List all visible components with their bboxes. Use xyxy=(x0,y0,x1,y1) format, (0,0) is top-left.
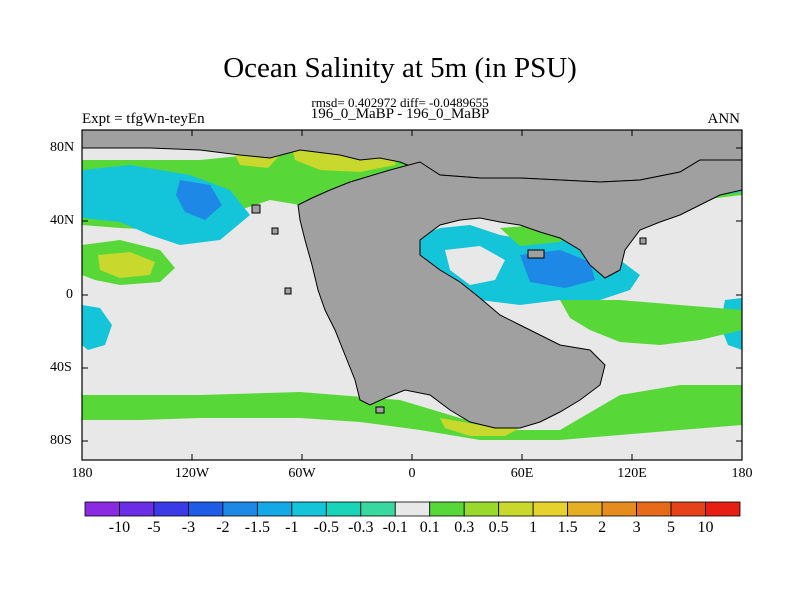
colorbar-label: 0.5 xyxy=(488,519,509,536)
colorbar-label: -1 xyxy=(285,519,299,536)
colorbar-label: -3 xyxy=(181,519,196,536)
colorbar-label: 3 xyxy=(632,519,641,536)
colorbar-swatch xyxy=(153,501,189,517)
colorbar-swatch xyxy=(463,501,500,517)
colorbar-swatch xyxy=(429,501,465,517)
colorbar-swatch xyxy=(84,501,120,517)
colorbar-swatch xyxy=(498,501,534,517)
colorbar-label: -1.5 xyxy=(244,519,271,536)
colorbar-swatch xyxy=(119,501,155,517)
lat-label-80s: 80S xyxy=(50,433,72,448)
colorbar-label: -0.1 xyxy=(382,519,408,536)
salinity-tethys-blue xyxy=(520,250,595,288)
land-island-1 xyxy=(251,204,261,214)
land-island-4 xyxy=(527,249,545,259)
stats-line: rmsd= 0.402972 diff= -0.0489655 xyxy=(311,95,489,110)
colorbar-label: -10 xyxy=(108,519,131,536)
land-island-5 xyxy=(639,237,647,245)
lat-label-0: 0 xyxy=(66,287,73,302)
salinity-south-band xyxy=(82,385,742,440)
salinity-equator-cyan xyxy=(82,305,112,350)
colorbar-label: 1 xyxy=(529,519,538,536)
lon-label-120w: 120W xyxy=(174,466,210,481)
colorbar-swatch xyxy=(291,501,327,517)
land-pangaea xyxy=(297,159,742,429)
plot-title: Ocean Salinity at 5m (in PSU) xyxy=(223,52,577,84)
colorbar-swatch xyxy=(567,501,603,517)
land-island-6 xyxy=(375,406,385,414)
colorbar-swatch xyxy=(532,501,569,517)
colorbar-swatch xyxy=(222,501,258,517)
colorbar-label: 0.3 xyxy=(454,519,475,536)
colorbar-label: 1.5 xyxy=(557,519,578,536)
lon-label-60w: 60W xyxy=(288,466,316,481)
salinity-north-blue xyxy=(176,180,222,220)
land-island-2 xyxy=(271,227,279,235)
salinity-tropical-yellow xyxy=(98,252,155,278)
lat-label-40s: 40S xyxy=(50,360,72,375)
colorbar-label: 5 xyxy=(667,519,676,536)
colorbar-swatch xyxy=(394,501,431,517)
salinity-south-east xyxy=(560,300,742,345)
colorbar xyxy=(84,501,741,517)
colorbar-label: -0.3 xyxy=(348,519,374,536)
lon-ticks xyxy=(191,130,633,460)
experiment-label: Expt = tfgWn-teyEn xyxy=(82,111,205,127)
salinity-tethys-clear xyxy=(445,246,505,285)
land-island-3 xyxy=(284,287,292,295)
season-label: ANN xyxy=(707,111,741,127)
lon-label-180e: 180 xyxy=(731,466,753,481)
map-field xyxy=(82,130,742,460)
lon-label-60e: 60E xyxy=(510,466,534,481)
lon-label-180w: 180 xyxy=(71,466,93,481)
colorbar-label: -0.5 xyxy=(313,519,339,536)
salinity-south-yellow xyxy=(440,418,520,436)
lat-ticks xyxy=(82,147,742,442)
colorbar-swatch xyxy=(601,501,637,517)
colorbar-label: -2 xyxy=(216,519,230,536)
lat-label-40n: 40N xyxy=(50,213,75,228)
colorbar-swatch xyxy=(188,501,224,517)
colorbar-label: 0.1 xyxy=(419,519,440,536)
colorbar-swatch xyxy=(360,501,396,517)
colorbar-swatch xyxy=(705,501,741,517)
colorbar-label: 2 xyxy=(598,519,607,536)
lon-label-0: 0 xyxy=(408,466,416,481)
colorbar-swatch xyxy=(256,501,293,517)
colorbar-swatch xyxy=(636,501,672,517)
colorbar-swatch xyxy=(325,501,362,517)
lon-label-120e: 120E xyxy=(617,466,647,481)
colorbar-swatch xyxy=(670,501,706,517)
colorbar-label: -5 xyxy=(147,519,161,536)
colorbar-label: 10 xyxy=(697,519,714,536)
lat-label-80n: 80N xyxy=(50,140,75,155)
plot-subtitle: 196_0_MaBP - 196_0_MaBP xyxy=(310,106,490,122)
